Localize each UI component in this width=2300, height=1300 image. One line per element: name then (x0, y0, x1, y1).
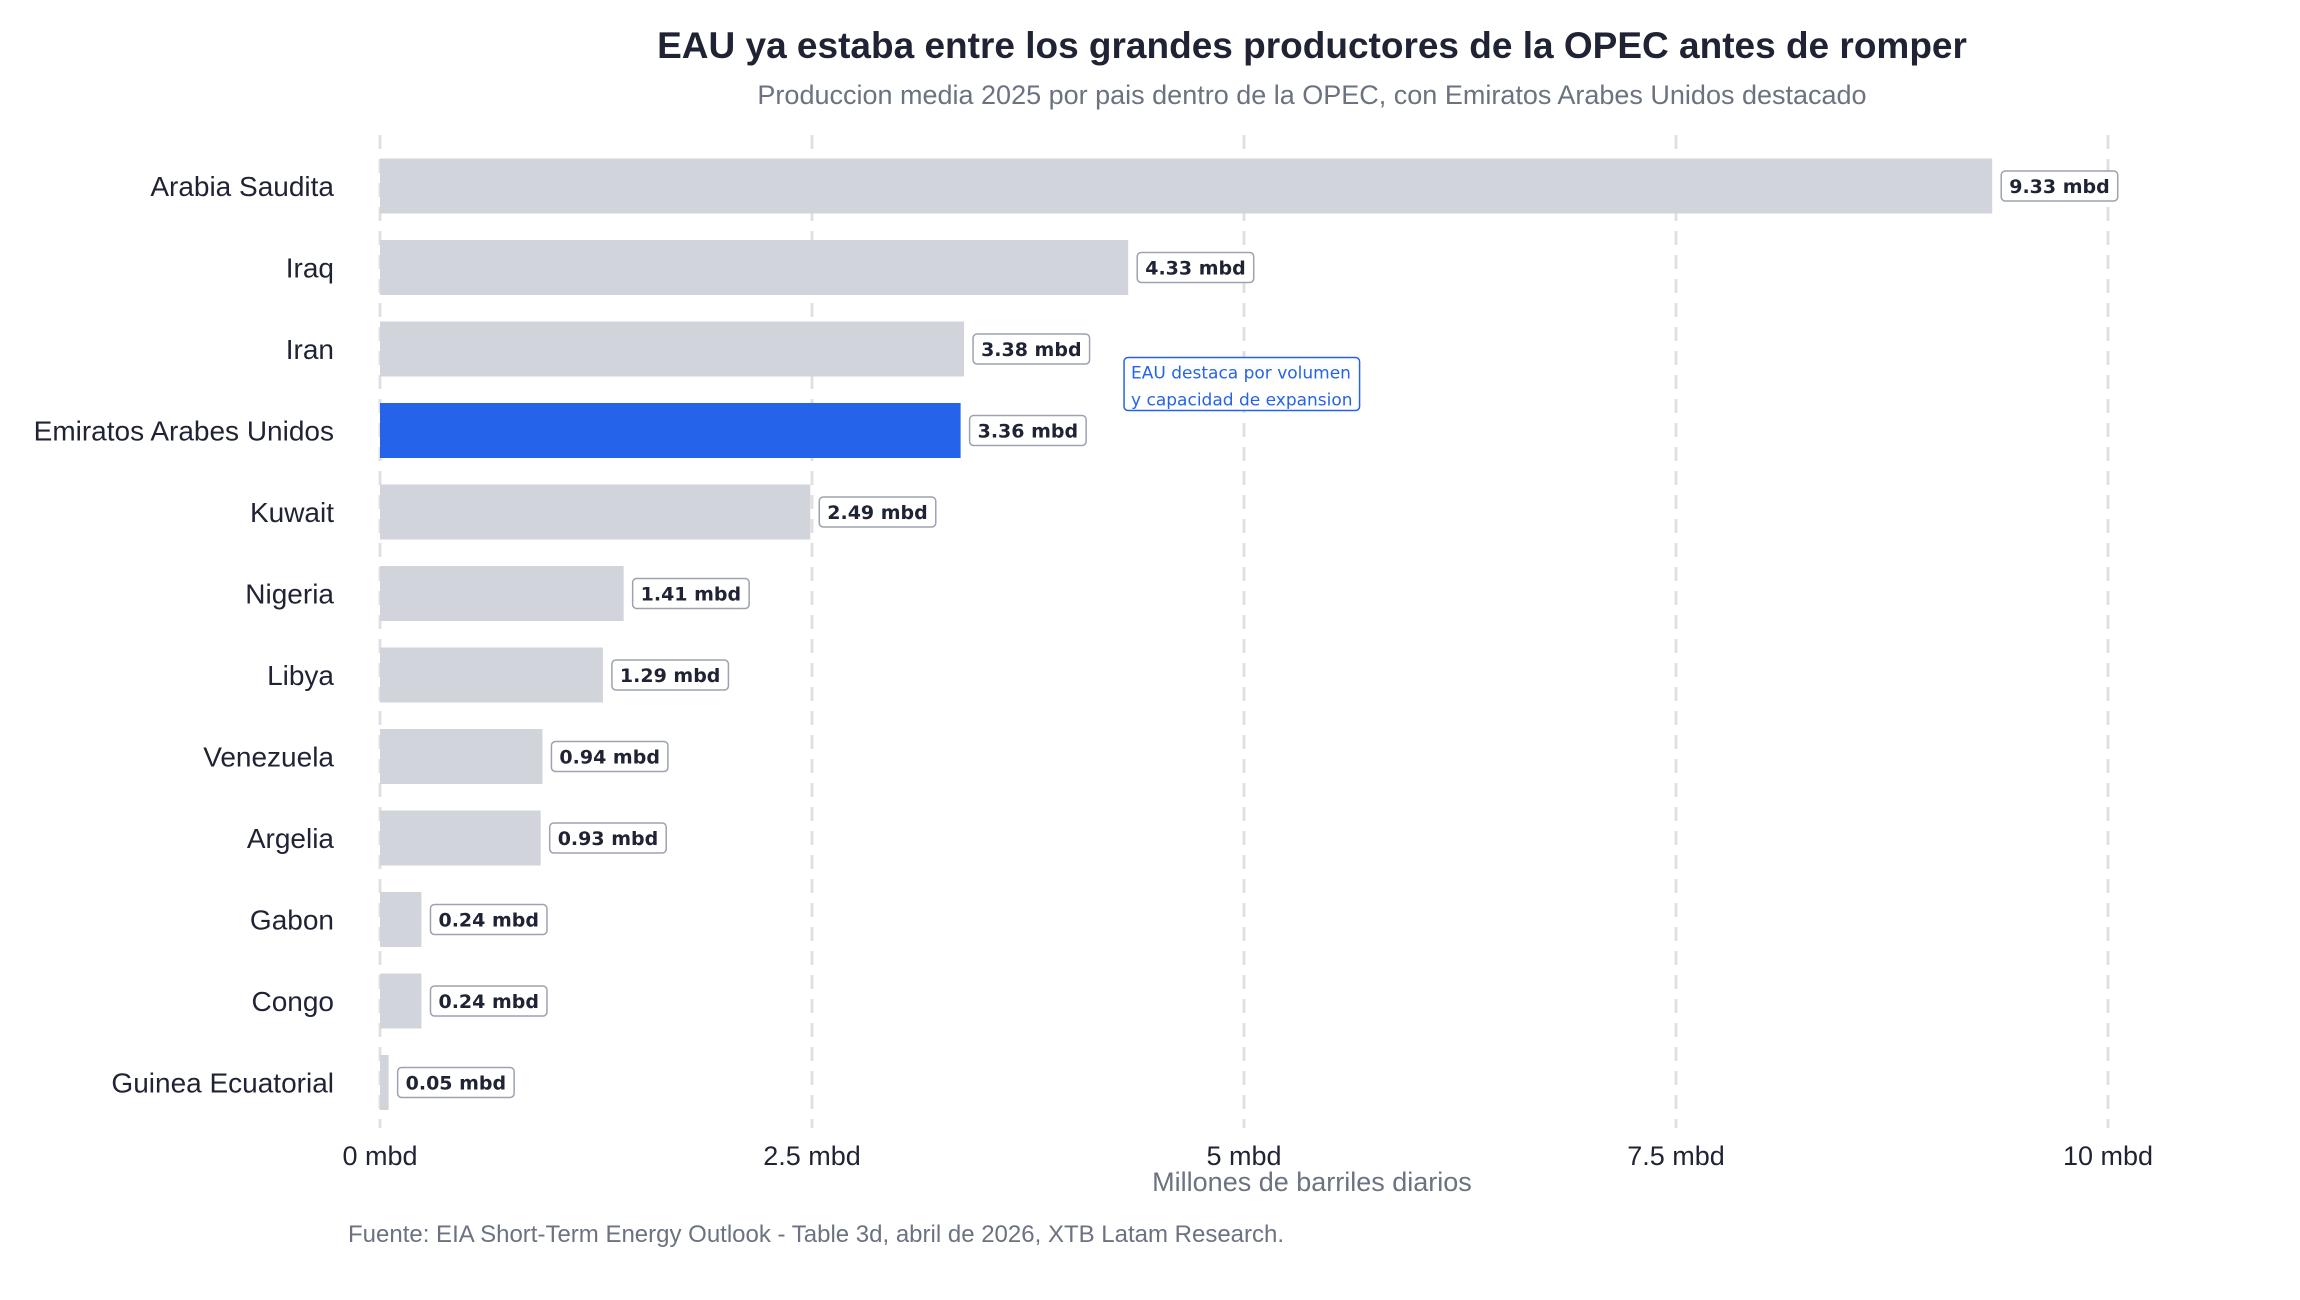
value-label-text: 9.33 mbd (2009, 176, 2110, 198)
category-label: Arabia Saudita (150, 171, 334, 202)
bar (380, 647, 603, 703)
value-label-box (548, 822, 667, 854)
category-label: Argelia (247, 823, 335, 854)
x-axis-title: Millones de barriles diarios (1152, 1167, 1472, 1197)
x-axis-ticks: 0 mbd 2.5 mbd 5 mbd 7.5 mbd 10 mbd (342, 1141, 2153, 1171)
x-tick-label: 5 mbd (1206, 1141, 1281, 1171)
category-label: Emiratos Arabes Unidos (34, 416, 334, 447)
x-tick-label: 10 mbd (2063, 1141, 2153, 1171)
bar (380, 240, 1129, 295)
value-label-text: 0.94 mbd (559, 747, 660, 769)
value-label-box (396, 1066, 515, 1099)
bar-highlight (380, 403, 961, 458)
value-label-box (429, 985, 548, 1017)
bar (380, 729, 543, 784)
value-label-box (972, 333, 1091, 365)
value-labels: 9.33 mbd 4.33 mbd 3.38 mbd 3.36 mbd 2.49 mbd… (396, 170, 2119, 1099)
annotation-line: EAU destaca por volumen (1131, 364, 1351, 384)
value-label-box (611, 659, 730, 691)
category-label: Venezuela (203, 742, 334, 773)
value-label-text: 0.24 mbd (438, 991, 539, 1013)
bar (380, 158, 1993, 214)
chart-title: EAU ya estaba entre los grandes producto… (657, 25, 1967, 66)
category-label: Iran (286, 334, 334, 365)
value-label: 0.05 mbd (396, 1066, 515, 1099)
value-label: 0.24 mbd (429, 985, 548, 1017)
value-label: 0.93 mbd (548, 822, 667, 854)
value-label-text: 3.36 mbd (978, 421, 1078, 443)
value-label-box (1136, 251, 1255, 284)
value-label-text: 1.41 mbd (641, 584, 742, 606)
category-labels: Arabia Saudita Iraq Iran Emiratos Arabes Un… (34, 171, 335, 1099)
value-label-box (968, 414, 1087, 447)
value-label-text: 3.38 mbd (981, 339, 1081, 361)
value-label-box (631, 577, 750, 610)
value-label: 2.49 mbd (818, 496, 937, 528)
value-label: 9.33 mbd (2000, 170, 2119, 202)
category-label: Kuwait (250, 497, 334, 528)
category-label: Gabon (250, 905, 334, 936)
value-label-text: 1.29 mbd (620, 665, 721, 687)
bar (380, 321, 965, 377)
value-label-text: 2.49 mbd (827, 502, 928, 524)
value-label-text: 4.33 mbd (1145, 258, 1246, 280)
value-label-box (550, 740, 669, 773)
bar (380, 973, 422, 1029)
bar (380, 892, 422, 947)
bars (380, 158, 1993, 1110)
value-label: 0.94 mbd (550, 740, 669, 773)
value-label: 0.24 mbd (429, 903, 548, 936)
bar (380, 484, 811, 540)
annotation-line: y capacidad de expansion (1131, 391, 1353, 411)
value-label: 4.33 mbd (1136, 251, 1255, 284)
value-label: 1.29 mbd (611, 659, 730, 691)
annotation: EAU destaca por volumen y capacidad de ex… (1123, 356, 1361, 412)
bar (380, 566, 624, 621)
bar (380, 1055, 389, 1110)
bar (380, 810, 541, 866)
x-tick-label: 2.5 mbd (763, 1141, 861, 1171)
value-label: 3.38 mbd (972, 333, 1091, 365)
chart-subtitle: Produccion media 2025 por pais dentro de… (757, 80, 1866, 110)
x-tick-label: 0 mbd (342, 1141, 417, 1171)
value-label-text: 0.05 mbd (406, 1073, 507, 1095)
x-tick-label: 7.5 mbd (1627, 1141, 1725, 1171)
value-label-box (429, 903, 548, 936)
value-label-box (2000, 170, 2119, 202)
annotation-box: EAU destaca por volumen y capacidad de ex… (1123, 356, 1361, 412)
category-label: Congo (251, 986, 334, 1017)
value-label-text: 0.93 mbd (558, 828, 659, 850)
gridlines (378, 135, 2110, 1128)
category-label: Libya (267, 660, 334, 691)
value-label: 1.41 mbd (631, 577, 750, 610)
category-label: Nigeria (245, 579, 334, 610)
value-label-box (818, 496, 937, 528)
value-label: 3.36 mbd (968, 414, 1087, 447)
annotation-frame (1123, 356, 1361, 412)
category-label: Guinea Ecuatorial (111, 1068, 334, 1099)
category-label: Iraq (286, 253, 334, 284)
source-note: Fuente: EIA Short-Term Energy Outlook - … (348, 1221, 1284, 1248)
value-label-text: 0.24 mbd (438, 910, 539, 932)
